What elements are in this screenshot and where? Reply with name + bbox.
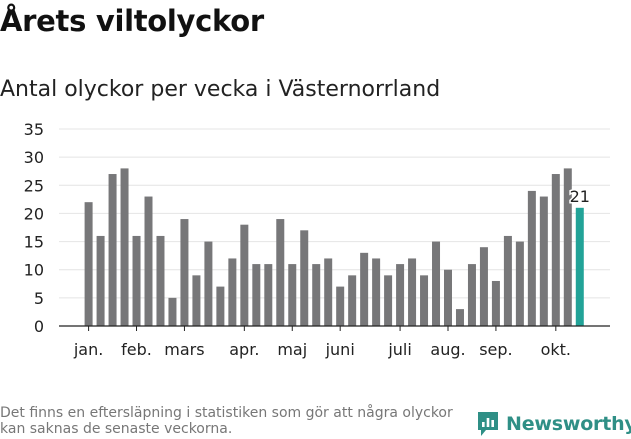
bar [503,235,512,326]
bar [132,235,141,326]
y-tick-label: 15 [24,233,44,252]
x-tick-label: sep. [479,340,512,359]
y-tick-label: 5 [34,289,44,308]
bar [455,309,464,326]
bar [228,258,237,326]
bar [432,241,441,326]
y-tick-label: 20 [24,204,44,223]
x-tick-label: feb. [121,340,152,359]
x-tick-label: juni [325,340,355,359]
bar [491,280,500,326]
y-tick-label: 10 [24,261,44,280]
bar [324,258,333,326]
bar [120,168,129,326]
y-tick-label: 30 [24,148,44,167]
y-tick-label: 35 [24,120,44,139]
x-tick-label: okt. [541,340,571,359]
bar [180,219,189,326]
bar [192,275,201,326]
bar [204,241,213,326]
footnote: Det finns en eftersläpning i statistiken… [0,405,453,437]
bar [312,264,321,326]
bar [276,219,285,326]
bar [84,202,93,326]
bar [539,196,548,326]
bar [396,264,405,326]
chart-title: Årets viltolyckor [0,4,264,38]
y-tick-label: 0 [34,317,44,336]
bar [372,258,381,326]
chart-subtitle: Antal olyckor per vecka i Västernorrland [0,77,441,102]
bar [384,275,393,326]
newsworthy-logo-icon [478,412,498,436]
bar [551,174,560,326]
bar [336,286,345,326]
bar [108,174,117,326]
bar [420,275,429,326]
data-label: 21 [570,187,590,206]
bar [444,269,452,326]
bar-highlight [575,207,584,326]
bar [479,247,488,326]
bar [288,264,297,326]
bar [360,252,369,326]
bar [216,286,225,326]
x-tick-label: jan. [73,340,103,359]
x-tick-label: maj [277,340,307,359]
x-tick-label: aug. [430,340,465,359]
brand-logo[interactable]: Newsworthy [476,409,631,439]
bar [408,258,417,326]
bar [264,264,273,326]
brand-name: Newsworthy [506,413,631,435]
x-tick-label: mars [164,340,204,359]
bar [252,264,261,326]
x-tick-label: apr. [229,340,259,359]
bar [96,235,105,326]
bar [144,196,153,326]
bar [563,168,572,326]
bar-chart: 0 5 10 15 20 25 30 35 21 jan. feb. mars apr. maj juni j… [24,120,610,359]
bar [156,235,165,326]
y-tick-label: 25 [24,176,44,195]
bar [240,224,249,326]
x-tick-label: juli [387,340,411,359]
bar [300,230,309,326]
bar [348,275,357,326]
bar [168,297,177,326]
bar [515,241,524,326]
bar [467,264,476,326]
bar [527,190,536,326]
